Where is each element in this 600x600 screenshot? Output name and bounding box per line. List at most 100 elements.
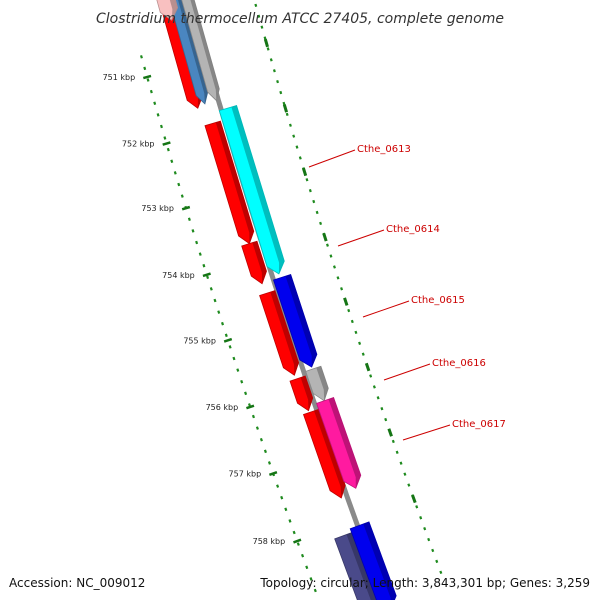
outer-ruler-dot bbox=[435, 559, 439, 564]
gene-label-leader bbox=[362, 300, 410, 318]
cyan-arrow[interactable] bbox=[218, 105, 285, 275]
outer-ruler-dot bbox=[403, 472, 407, 476]
ruler-dot bbox=[143, 66, 147, 71]
ruler-dot bbox=[206, 275, 210, 280]
gene-label[interactable]: Cthe_0616 bbox=[432, 358, 486, 369]
outer-ruler-dot bbox=[347, 308, 351, 313]
gene-label[interactable]: Cthe_0614 bbox=[386, 224, 440, 235]
ruler-dot bbox=[177, 182, 181, 187]
ruler-major-tick bbox=[202, 272, 211, 278]
outer-ruler-dot bbox=[308, 188, 312, 193]
outer-ruler-dot bbox=[315, 210, 319, 215]
ruler-dot bbox=[146, 78, 150, 82]
outer-ruler-dot bbox=[260, 25, 264, 29]
gene-label-leader bbox=[308, 149, 356, 168]
ruler-dot bbox=[173, 171, 177, 175]
outer-ruler-dot bbox=[254, 3, 258, 8]
ruler-tick-label: 752 kbp bbox=[122, 140, 155, 149]
gene-label[interactable]: Cthe_0617 bbox=[452, 419, 506, 430]
outer-ruler-major-tick bbox=[411, 494, 417, 504]
ruler-dot bbox=[153, 101, 157, 105]
outer-ruler-dot bbox=[312, 199, 316, 204]
ruler-dot bbox=[195, 240, 199, 245]
outer-ruler-dot bbox=[288, 123, 292, 127]
red-cds-arrow[interactable] bbox=[289, 375, 314, 412]
outer-ruler-dot bbox=[295, 145, 299, 149]
ruler-dot bbox=[228, 345, 232, 349]
ruler-major-tick bbox=[223, 337, 233, 343]
ruler-dot bbox=[156, 113, 160, 117]
ruler-dot bbox=[159, 124, 163, 129]
outer-ruler-major-tick bbox=[387, 428, 393, 437]
outer-ruler-dot bbox=[276, 79, 280, 84]
outer-ruler-dot bbox=[427, 537, 431, 542]
outer-ruler-dot bbox=[292, 134, 296, 138]
red-cds-arrow[interactable] bbox=[241, 240, 267, 285]
ruler-dot bbox=[240, 379, 244, 384]
pink-arrow[interactable] bbox=[316, 396, 362, 489]
outer-ruler-dot bbox=[415, 505, 419, 509]
outer-ruler-dot bbox=[263, 36, 267, 40]
grey-arrow[interactable] bbox=[305, 365, 329, 402]
steelblue-arrow[interactable] bbox=[168, 0, 209, 105]
outer-ruler-dot bbox=[384, 417, 388, 422]
map-title: Clostridium thermocellum ATCC 27405, com… bbox=[96, 11, 504, 27]
outer-ruler-dot bbox=[395, 450, 399, 455]
topology-text: Topology: circular; Length: 3,843,301 bp… bbox=[259, 576, 590, 590]
ruler-tick-label: 753 kbp bbox=[141, 204, 174, 213]
outer-ruler-dot bbox=[279, 90, 283, 95]
outer-ruler-dot bbox=[319, 221, 323, 226]
ruler-dot bbox=[288, 519, 292, 523]
red-cds-arrow[interactable] bbox=[204, 120, 255, 245]
ruler-dot bbox=[251, 414, 255, 419]
ruler-dot bbox=[198, 252, 202, 256]
ruler-dot bbox=[180, 194, 184, 198]
outer-ruler-dot bbox=[354, 330, 358, 335]
outer-ruler-major-tick bbox=[343, 297, 349, 306]
ruler-tick-label: 758 kbp bbox=[253, 537, 286, 546]
ruler-dot bbox=[305, 565, 309, 570]
ruler-dot bbox=[244, 391, 248, 396]
outer-ruler-dot bbox=[285, 112, 289, 117]
outer-ruler-dot bbox=[399, 461, 403, 465]
ruler-major-tick bbox=[268, 471, 278, 477]
gene-label[interactable]: Cthe_0613 bbox=[357, 144, 411, 155]
outer-ruler-dot bbox=[336, 276, 340, 280]
ruler-tick-label: 755 kbp bbox=[183, 336, 216, 345]
outer-ruler-dot bbox=[266, 47, 270, 51]
blue-arrow[interactable] bbox=[349, 521, 397, 600]
outer-ruler-dot bbox=[361, 352, 365, 356]
ruler-dot bbox=[213, 298, 217, 303]
ruler-dot bbox=[276, 484, 280, 488]
ruler-major-tick bbox=[142, 74, 152, 80]
ruler-tick-label: 751 kbp bbox=[103, 73, 136, 82]
outer-ruler-dot bbox=[380, 407, 384, 411]
outer-ruler-major-tick bbox=[282, 104, 288, 113]
outer-ruler-dot bbox=[272, 69, 276, 73]
outer-ruler-major-tick bbox=[263, 38, 269, 48]
ruler-tick-label: 756 kbp bbox=[206, 403, 239, 412]
outer-ruler-dot bbox=[332, 265, 336, 269]
ruler-major-tick bbox=[181, 205, 191, 211]
ruler-dot bbox=[267, 461, 271, 465]
blue-arrow[interactable] bbox=[272, 273, 318, 368]
outer-ruler-dot bbox=[376, 396, 380, 400]
ruler-dot bbox=[209, 287, 213, 291]
slate-arrow[interactable] bbox=[334, 532, 378, 600]
outer-ruler-dot bbox=[340, 287, 344, 291]
ruler-dot bbox=[217, 310, 221, 314]
ruler-dot bbox=[280, 495, 284, 500]
ruler-dot bbox=[284, 507, 288, 512]
ruler-major-tick bbox=[293, 538, 302, 544]
outer-ruler-major-tick bbox=[322, 232, 328, 242]
gene-label[interactable]: Cthe_0615 bbox=[411, 295, 465, 306]
gene-labels: Cthe_0613 Cthe_0614 Cthe_0615 Cthe_0616 Cthe… bbox=[308, 144, 506, 441]
red-cds-arrow[interactable] bbox=[259, 290, 300, 376]
red-cds-arrow[interactable] bbox=[302, 408, 346, 499]
outer-ruler-dot bbox=[407, 483, 411, 487]
salmon-arrow[interactable] bbox=[156, 0, 179, 21]
outer-ruler-dot bbox=[329, 254, 333, 258]
ruler-dot bbox=[309, 577, 313, 581]
outer-ruler-dot bbox=[326, 243, 329, 247]
grey-arrow[interactable] bbox=[180, 0, 220, 102]
